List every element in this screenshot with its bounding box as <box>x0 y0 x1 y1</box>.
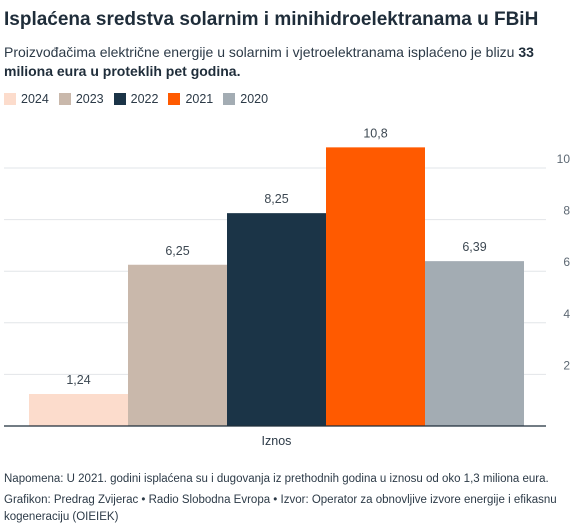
legend-label: 2023 <box>75 92 104 106</box>
y-tick-label: 8 <box>563 204 570 218</box>
legend-item-2021: 2021 <box>168 92 213 106</box>
legend-label: 2022 <box>130 92 159 106</box>
bar-value-label: 6,25 <box>165 244 189 258</box>
bar-2021 <box>326 147 425 427</box>
bar-value-label: 10,8 <box>363 126 387 140</box>
chart-legend: 2024 2023 2022 2021 2020 <box>4 90 278 108</box>
legend-item-2024: 2024 <box>4 92 49 106</box>
legend-swatch <box>4 93 16 105</box>
bar-value-label: 1,24 <box>66 373 90 387</box>
legend-swatch <box>58 93 71 105</box>
legend-label: 2020 <box>240 92 269 106</box>
y-tick-label: 10 <box>557 152 571 166</box>
legend-swatch <box>113 93 126 105</box>
y-tick-label: 4 <box>563 307 570 321</box>
chart-title: Isplaćena sredstva solarnim i minihidroe… <box>4 9 539 30</box>
x-category-label: Iznos <box>262 434 292 448</box>
bar-chart: 2 4 6 8 10 1,24 6,25 8,25 10,8 6,39 Iznos <box>4 126 571 448</box>
legend-item-2022: 2022 <box>113 92 159 106</box>
bar-value-label: 6,39 <box>462 240 486 254</box>
y-tick-label: 2 <box>563 358 570 372</box>
chart-subtitle: Proizvođačima električne energije u sola… <box>4 43 564 81</box>
subtitle-text: Proizvođačima električne energije u sola… <box>4 44 515 60</box>
chart-note: Napomena: U 2021. godini isplaćena su i … <box>4 473 549 485</box>
legend-label: 2024 <box>21 92 49 106</box>
bar-2024 <box>29 394 128 426</box>
bar-value-label: 8,25 <box>264 192 288 206</box>
bar-2020 <box>425 261 524 426</box>
legend-swatch <box>168 93 181 105</box>
y-tick-label: 6 <box>563 255 570 269</box>
bar-2022 <box>227 213 326 426</box>
legend-item-2020: 2020 <box>223 92 268 106</box>
subtitle-highlight: 33 miliona eura u proteklih pet godina. <box>4 44 534 79</box>
legend-swatch <box>223 93 236 105</box>
chart-credits: Grafikon: Predrag Zvijerac • Radio Slobo… <box>4 494 557 523</box>
chart-footer: Napomena: U 2021. godini isplaćena su i … <box>4 471 564 526</box>
bar-2023 <box>128 264 227 426</box>
legend-item-2023: 2023 <box>58 92 104 106</box>
legend-label: 2021 <box>185 92 214 106</box>
